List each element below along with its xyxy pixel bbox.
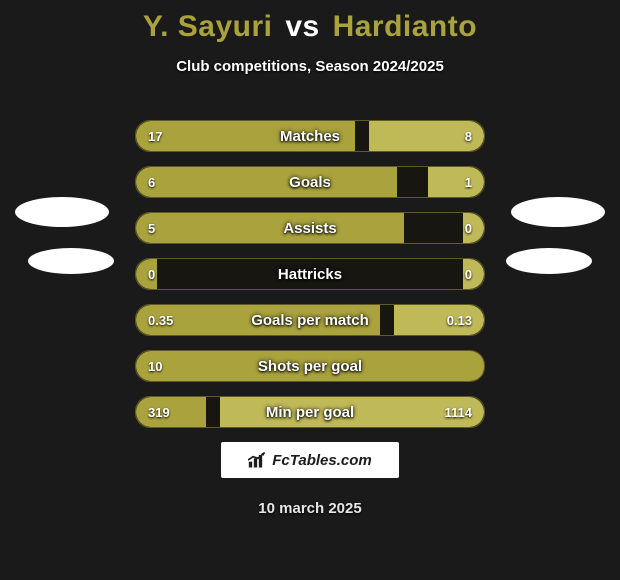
stat-row: Hattricks00 — [135, 258, 485, 290]
brand-text: FcTables.com — [272, 452, 371, 469]
stat-bar-left — [136, 305, 380, 335]
stat-row: Min per goal3191114 — [135, 396, 485, 428]
stat-bar-left — [136, 167, 397, 197]
stat-bar-right — [463, 259, 484, 289]
stat-row: Goals per match0.350.13 — [135, 304, 485, 336]
stat-row: Goals61 — [135, 166, 485, 198]
stat-bar-right — [428, 167, 484, 197]
snapshot-date: 10 march 2025 — [0, 500, 620, 517]
player1-photo-top — [15, 197, 109, 227]
stats-bars: Matches178 Goals61 Assists50 Hattricks00 Goa… — [135, 120, 485, 442]
stat-label: Hattricks — [136, 259, 484, 289]
stat-bar-left — [136, 259, 157, 289]
stat-bar-left — [136, 397, 206, 427]
stat-bar-left — [136, 213, 404, 243]
season-subtitle: Club competitions, Season 2024/2025 — [0, 58, 620, 75]
stat-bar-left — [136, 351, 484, 381]
player1-photo-bottom — [28, 248, 114, 274]
stat-bar-left — [136, 121, 355, 151]
player2-photo-bottom — [506, 248, 592, 274]
brand-badge: FcTables.com — [221, 442, 399, 478]
stat-row: Shots per goal10 — [135, 350, 485, 382]
stat-bar-right — [369, 121, 484, 151]
stat-row: Matches178 — [135, 120, 485, 152]
player2-name: Hardianto — [333, 10, 478, 43]
player1-name: Y. Sayuri — [143, 10, 273, 43]
stat-bar-right — [463, 213, 484, 243]
stat-bar-right — [394, 305, 484, 335]
comparison-title: Y. Sayuri vs Hardianto — [0, 0, 620, 44]
brand-chart-icon — [248, 451, 268, 469]
stat-row: Assists50 — [135, 212, 485, 244]
player2-photo-top — [511, 197, 605, 227]
stat-bar-right — [220, 397, 484, 427]
vs-text: vs — [285, 10, 319, 43]
